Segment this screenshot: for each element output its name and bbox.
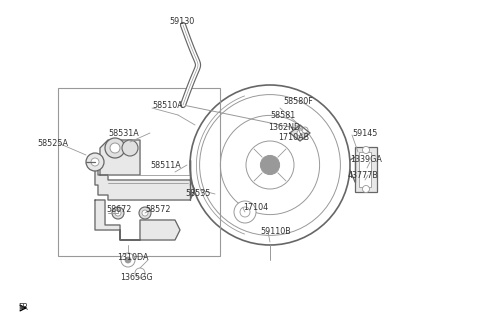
Text: 1710AB: 1710AB <box>278 133 309 142</box>
Circle shape <box>260 155 279 174</box>
Text: 1365GG: 1365GG <box>120 274 153 282</box>
Circle shape <box>135 268 145 278</box>
Text: 58572: 58572 <box>145 204 170 214</box>
Text: 17104: 17104 <box>243 203 268 213</box>
Circle shape <box>246 141 294 189</box>
Circle shape <box>86 153 104 171</box>
Circle shape <box>234 201 256 223</box>
Bar <box>359 152 371 187</box>
Circle shape <box>105 138 125 158</box>
Circle shape <box>142 210 148 216</box>
Text: 58672: 58672 <box>106 204 132 214</box>
Circle shape <box>139 207 151 219</box>
Polygon shape <box>100 140 140 175</box>
Circle shape <box>110 143 120 153</box>
Bar <box>355 147 377 192</box>
Text: 58525A: 58525A <box>37 138 68 148</box>
Text: 59110B: 59110B <box>260 228 291 236</box>
Text: 58531A: 58531A <box>108 129 139 137</box>
Text: 58510A: 58510A <box>152 101 183 111</box>
Circle shape <box>121 253 135 267</box>
Circle shape <box>240 207 250 217</box>
Text: 59130: 59130 <box>169 17 194 27</box>
Circle shape <box>125 257 131 263</box>
Text: FR: FR <box>18 303 28 313</box>
Circle shape <box>112 207 124 219</box>
Circle shape <box>190 85 350 245</box>
Text: 58581: 58581 <box>270 111 295 119</box>
Text: 1339GA: 1339GA <box>350 155 382 165</box>
Text: 59145: 59145 <box>352 129 377 137</box>
Circle shape <box>122 140 138 156</box>
Text: 1310DA: 1310DA <box>117 254 148 262</box>
Text: 43777B: 43777B <box>348 171 379 179</box>
Circle shape <box>115 210 121 216</box>
Text: 58535: 58535 <box>185 190 210 198</box>
Circle shape <box>362 186 370 193</box>
Polygon shape <box>95 160 195 200</box>
Circle shape <box>220 115 320 215</box>
Polygon shape <box>290 125 310 141</box>
Circle shape <box>362 147 370 154</box>
Circle shape <box>302 127 308 133</box>
Text: 1362ND: 1362ND <box>268 122 300 132</box>
Polygon shape <box>95 200 180 240</box>
Circle shape <box>297 130 303 136</box>
Bar <box>58 88 220 256</box>
Circle shape <box>200 94 340 236</box>
Circle shape <box>91 158 99 166</box>
Text: 58511A: 58511A <box>150 160 181 170</box>
Text: 58580F: 58580F <box>283 97 313 107</box>
